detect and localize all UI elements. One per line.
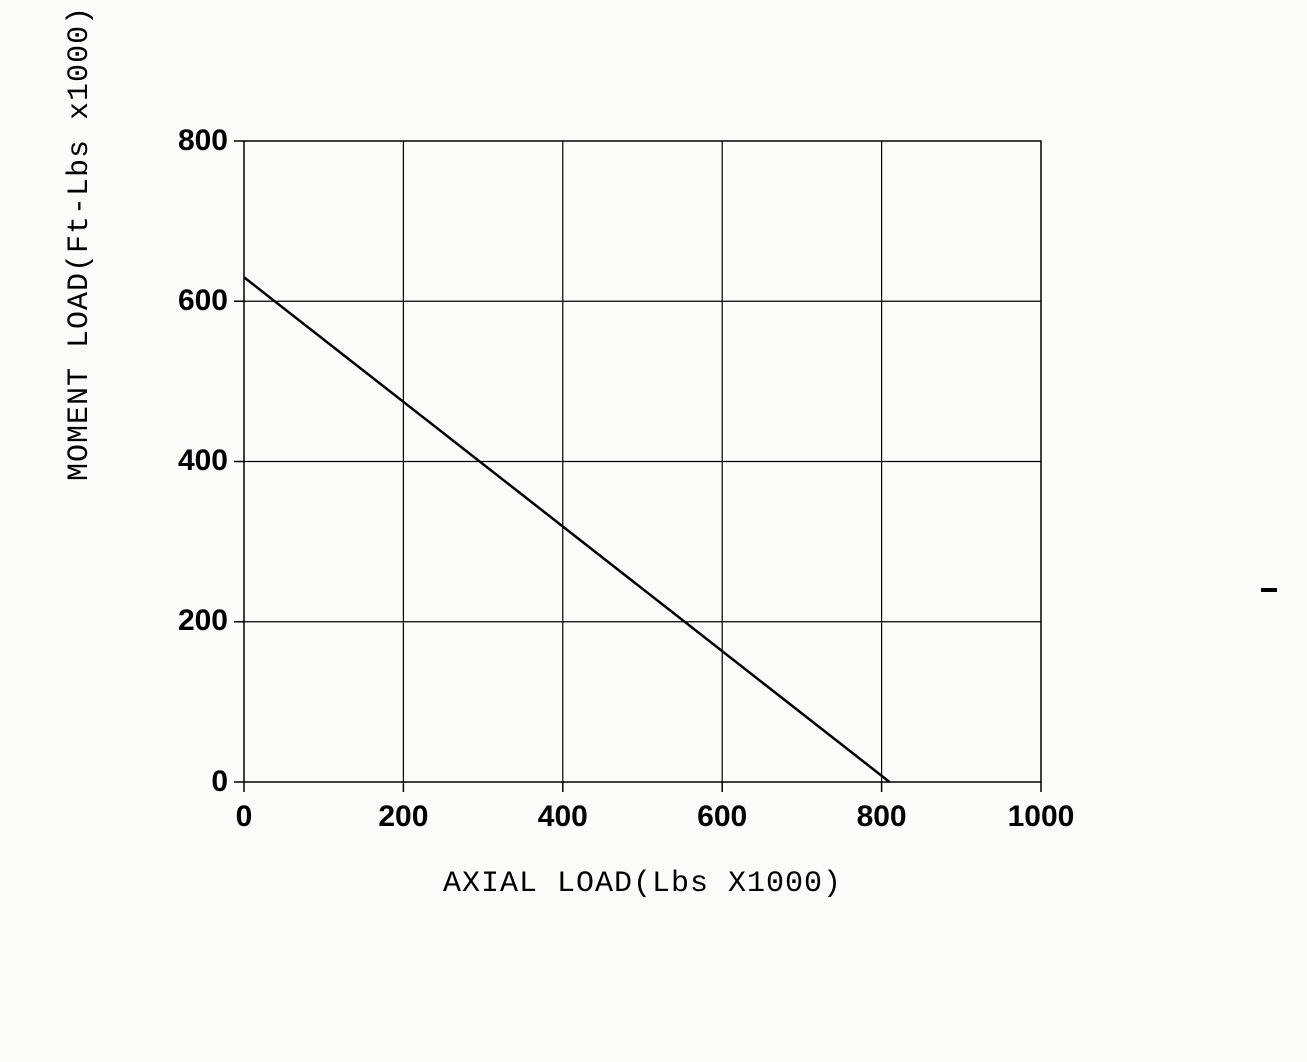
- tick-marks: [234, 141, 1041, 792]
- y-tick-label: 800: [178, 124, 228, 158]
- x-tick-label: 800: [832, 800, 932, 834]
- y-axis-label: MOMENT LOAD(Ft-Lbs x1000): [63, 441, 97, 481]
- x-tick-label: 400: [513, 800, 613, 834]
- y-tick-label: 400: [178, 444, 228, 478]
- series-line: [244, 277, 890, 782]
- chart-container: 0 200 400 600 800 0 200 400 600 800 1000 MOMENT L…: [0, 0, 1307, 1062]
- chart-plot-svg: [0, 0, 1307, 1062]
- y-tick-label: 200: [178, 604, 228, 638]
- stray-mark: [1261, 588, 1277, 592]
- x-tick-label: 600: [672, 800, 772, 834]
- x-tick-label: 200: [353, 800, 453, 834]
- y-tick-label: 600: [178, 284, 228, 318]
- x-tick-label: 1000: [991, 800, 1091, 834]
- x-tick-label: 0: [194, 800, 294, 834]
- gridlines: [244, 141, 1041, 782]
- x-axis-label: AXIAL LOAD(Lbs X1000): [423, 867, 863, 901]
- y-tick-label: 0: [211, 765, 228, 799]
